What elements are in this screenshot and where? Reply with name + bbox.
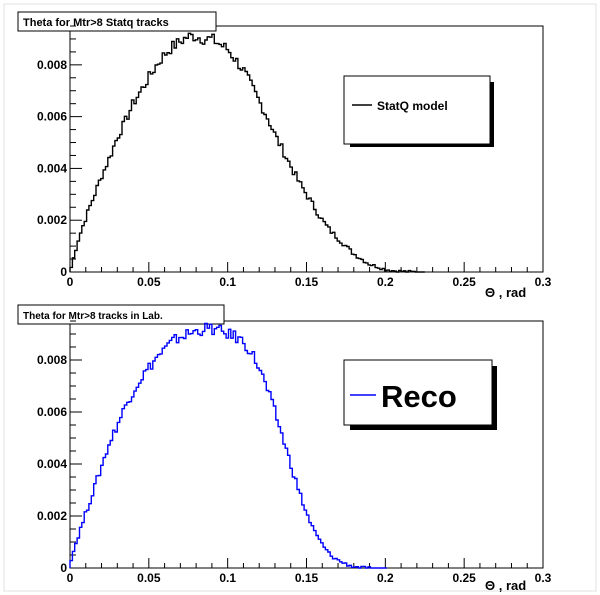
bottom-legend-shadow-right: [492, 366, 497, 430]
top-y-tick-label: 0.004: [37, 161, 67, 175]
top-x-tick-label: 0.05: [137, 275, 161, 289]
bottom-plot-frame: [69, 320, 544, 569]
top-title: Theta for Mtr>8 Statq tracks: [23, 17, 169, 29]
bottom-histogram-panel: Theta for Mtr>8 tracks in Lab. 0 0.05 0.1 0…: [17, 304, 552, 585]
bottom-x-tick-label: 0: [67, 571, 74, 585]
bottom-y-tick-label: 0.004: [37, 457, 67, 471]
top-axes: 0 0.05 0.1 0.15 0.2 0.25 0.3 0 0.002 0.004 0.006 0.…: [37, 25, 552, 289]
top-x-tick-label: 0.25: [452, 275, 476, 289]
bottom-title-box: [17, 304, 225, 325]
bottom-y-tick-label: 0.008: [37, 353, 67, 367]
bottom-legend-label: Reco: [381, 379, 457, 414]
bottom-x-tick-label: 0.05: [137, 571, 161, 585]
bottom-series-line: [69, 322, 387, 569]
bottom-x-axis-title: Θ , rad: [485, 578, 526, 593]
top-legend-label: StatQ model: [377, 99, 448, 113]
bottom-y-tick-label: 0.002: [37, 509, 67, 523]
top-legend-shadow-bottom: [350, 144, 494, 147]
bottom-x-tick-label: 0.15: [295, 571, 319, 585]
top-x-tick-label: 0.3: [535, 275, 552, 289]
top-y-tick-label: 0: [60, 265, 67, 279]
top-y-tick-label: 0.008: [37, 58, 67, 72]
top-y-tick-label: 0.002: [37, 213, 67, 227]
top-title-box: [17, 11, 217, 32]
bottom-x-tick-label: 0.25: [452, 571, 476, 585]
top-x-tick-label: 0.15: [295, 275, 319, 289]
top-series-line: [69, 32, 425, 273]
bottom-title: Theta for Mtr>8 tracks in Lab.: [23, 311, 163, 322]
top-x-tick-label: 0.2: [377, 275, 394, 289]
top-x-tick-label: 0.1: [219, 275, 236, 289]
top-y-tick-label: 0.006: [37, 110, 67, 124]
bottom-axes: 0 0.05 0.1 0.15 0.2 0.25 0.3 0 0.002 0.004 0.006 0.…: [37, 320, 552, 585]
bottom-legend-shadow-bottom: [350, 425, 497, 430]
bottom-x-tick-label: 0.2: [377, 571, 394, 585]
bottom-y-tick-label: 0: [60, 561, 67, 575]
top-plot-frame: [69, 25, 544, 273]
top-legend-box: [343, 75, 491, 145]
bottom-x-tick-label: 0.1: [219, 571, 236, 585]
top-x-axis-title: Θ , rad: [485, 285, 526, 300]
bottom-y-tick-label: 0.006: [37, 405, 67, 419]
top-legend-shadow-right: [490, 82, 494, 147]
bottom-x-tick-label: 0.3: [535, 571, 552, 585]
top-x-tick-label: 0: [67, 275, 74, 289]
top-histogram-panel: Theta for Mtr>8 Statq tracks 0 0.05 0.1 0.1…: [17, 11, 552, 289]
